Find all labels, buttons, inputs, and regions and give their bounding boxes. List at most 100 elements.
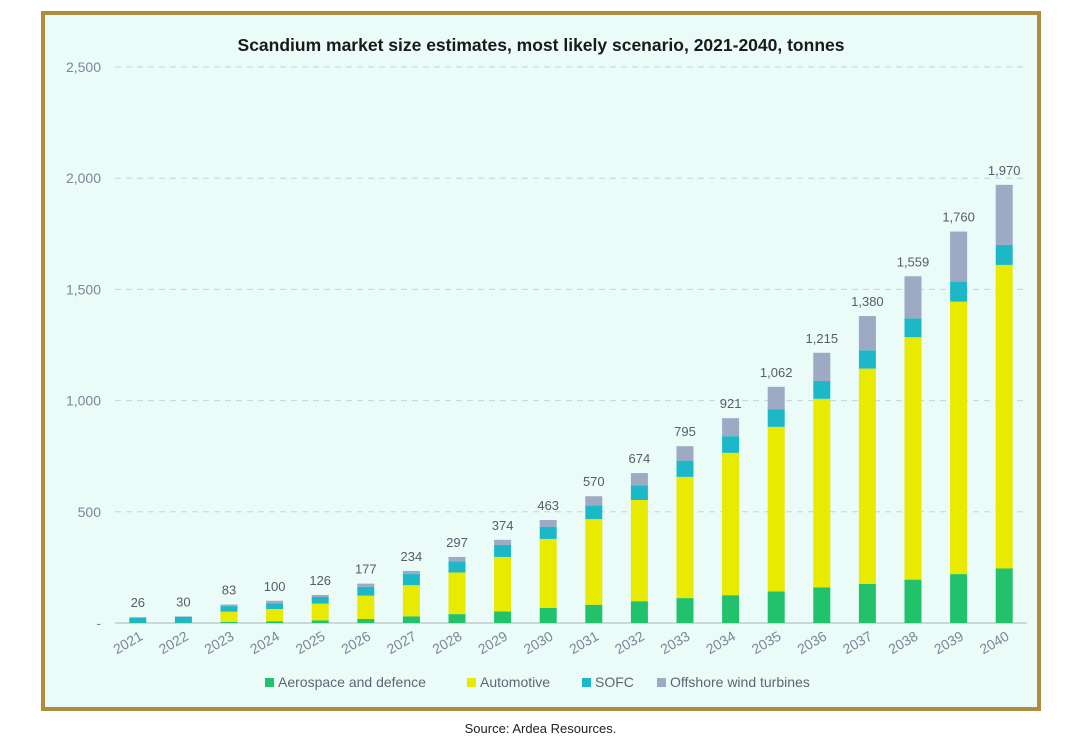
bar-segment [858,368,876,584]
gridlines [115,66,1027,624]
bar-segment [311,594,329,597]
source-note: Source: Ardea Resources. [464,721,617,736]
legend-label: Aerospace and defence [278,674,426,690]
bar-segment [402,574,420,586]
bar-segment [676,598,694,623]
bar-segment [950,574,968,623]
bar-segment [494,539,512,545]
chart-frame: Scandium market size estimates, most lik… [41,11,1041,711]
bar-segment [266,600,284,604]
bar-segment [858,583,876,623]
bar-segment [904,276,922,319]
bar-segment [904,318,922,338]
total-label: 100 [264,579,286,594]
bar-segment [950,281,968,302]
x-tick-label: 2032 [612,628,647,658]
bar-segment [630,473,648,486]
bar-segment [630,485,648,501]
bar-segment [630,601,648,623]
bar-segment [585,505,603,520]
bars [129,184,1013,623]
x-tick-label: 2031 [566,628,601,658]
bar-segment [630,500,648,602]
x-tick-label: 2022 [156,628,191,658]
bar-segment [311,620,329,623]
bar-segment [494,544,512,557]
y-tick-label: 1,500 [66,281,101,297]
total-label: 674 [629,451,651,466]
bar-segment [539,526,557,539]
bar-segment [220,621,238,623]
bar-segment [722,436,740,453]
bar-segment [904,337,922,580]
bar-segment [585,519,603,605]
bar-segment [676,460,694,477]
bar-segment [813,587,831,623]
x-tick-label: 2036 [794,628,829,658]
bar-segment [266,621,284,623]
total-label: 374 [492,518,514,533]
total-label: 177 [355,562,377,577]
bar-segment [767,426,785,592]
y-tick-label: 2,500 [66,59,101,75]
total-label: 570 [583,474,605,489]
bar-segment [311,603,329,621]
x-tick-label: 2028 [430,628,465,658]
bar-segment [722,418,740,437]
bar-segment [995,264,1013,569]
total-labels: 26 30 83 100 126 177 234 297 374 463 570 674 795 921 1… [131,163,1021,610]
x-tick-label: 2034 [703,628,738,658]
bar-segment [402,585,420,617]
legend-item: Aerospace and defence [265,674,426,690]
bar-segment [220,606,238,612]
total-label: 1,760 [942,210,975,225]
bar-segment [995,244,1013,265]
bar-segment [448,614,466,623]
chart-title: Scandium market size estimates, most lik… [238,35,845,55]
total-label: 921 [720,396,742,411]
bar-segment [904,579,922,623]
legend-label: Automotive [480,674,550,690]
bar-segment [813,352,831,382]
x-tick-label: 2029 [475,628,510,658]
legend-swatch [467,678,476,687]
chart-svg: Scandium market size estimates, most lik… [66,35,1027,690]
bar-segment [539,520,557,527]
bar-segment [220,604,238,607]
bar-segment [448,556,466,562]
bar-segment [357,595,375,619]
legend-item: SOFC [582,674,634,690]
bar-segment [220,611,238,622]
x-tick-label: 2030 [521,628,556,658]
x-tick-label: 2035 [749,628,784,658]
x-tick-label: 2037 [840,628,875,658]
y-axis: - 500 1,000 1,500 2,000 2,500 [66,59,101,631]
bar-segment [266,603,284,609]
bar-segment [539,538,557,608]
bar-segment [950,231,968,282]
y-tick-label: - [96,615,101,631]
bar-segment [585,604,603,623]
bar-segment [357,618,375,623]
bar-segment [813,381,831,399]
total-label: 1,380 [851,294,884,309]
bar-segment [722,452,740,596]
y-tick-label: 500 [78,504,102,520]
bar-segment [539,607,557,623]
bar-segment [357,586,375,596]
total-label: 126 [309,573,331,588]
x-tick-label: 2033 [658,628,693,658]
y-tick-label: 1,000 [66,393,101,409]
x-axis: 2021 2022 2023 2024 2025 2026 2027 2028 2029 2030… [110,628,1012,658]
bar-segment [813,398,831,588]
total-label: 30 [176,594,190,609]
x-tick-label: 2038 [886,628,921,658]
total-label: 26 [131,595,145,610]
bar-segment [402,570,420,575]
total-label: 1,215 [806,331,839,346]
bar-segment [767,409,785,427]
total-label: 297 [446,535,468,550]
y-tick-label: 2,000 [66,170,101,186]
x-tick-label: 2039 [931,628,966,658]
bar-segment [767,386,785,410]
